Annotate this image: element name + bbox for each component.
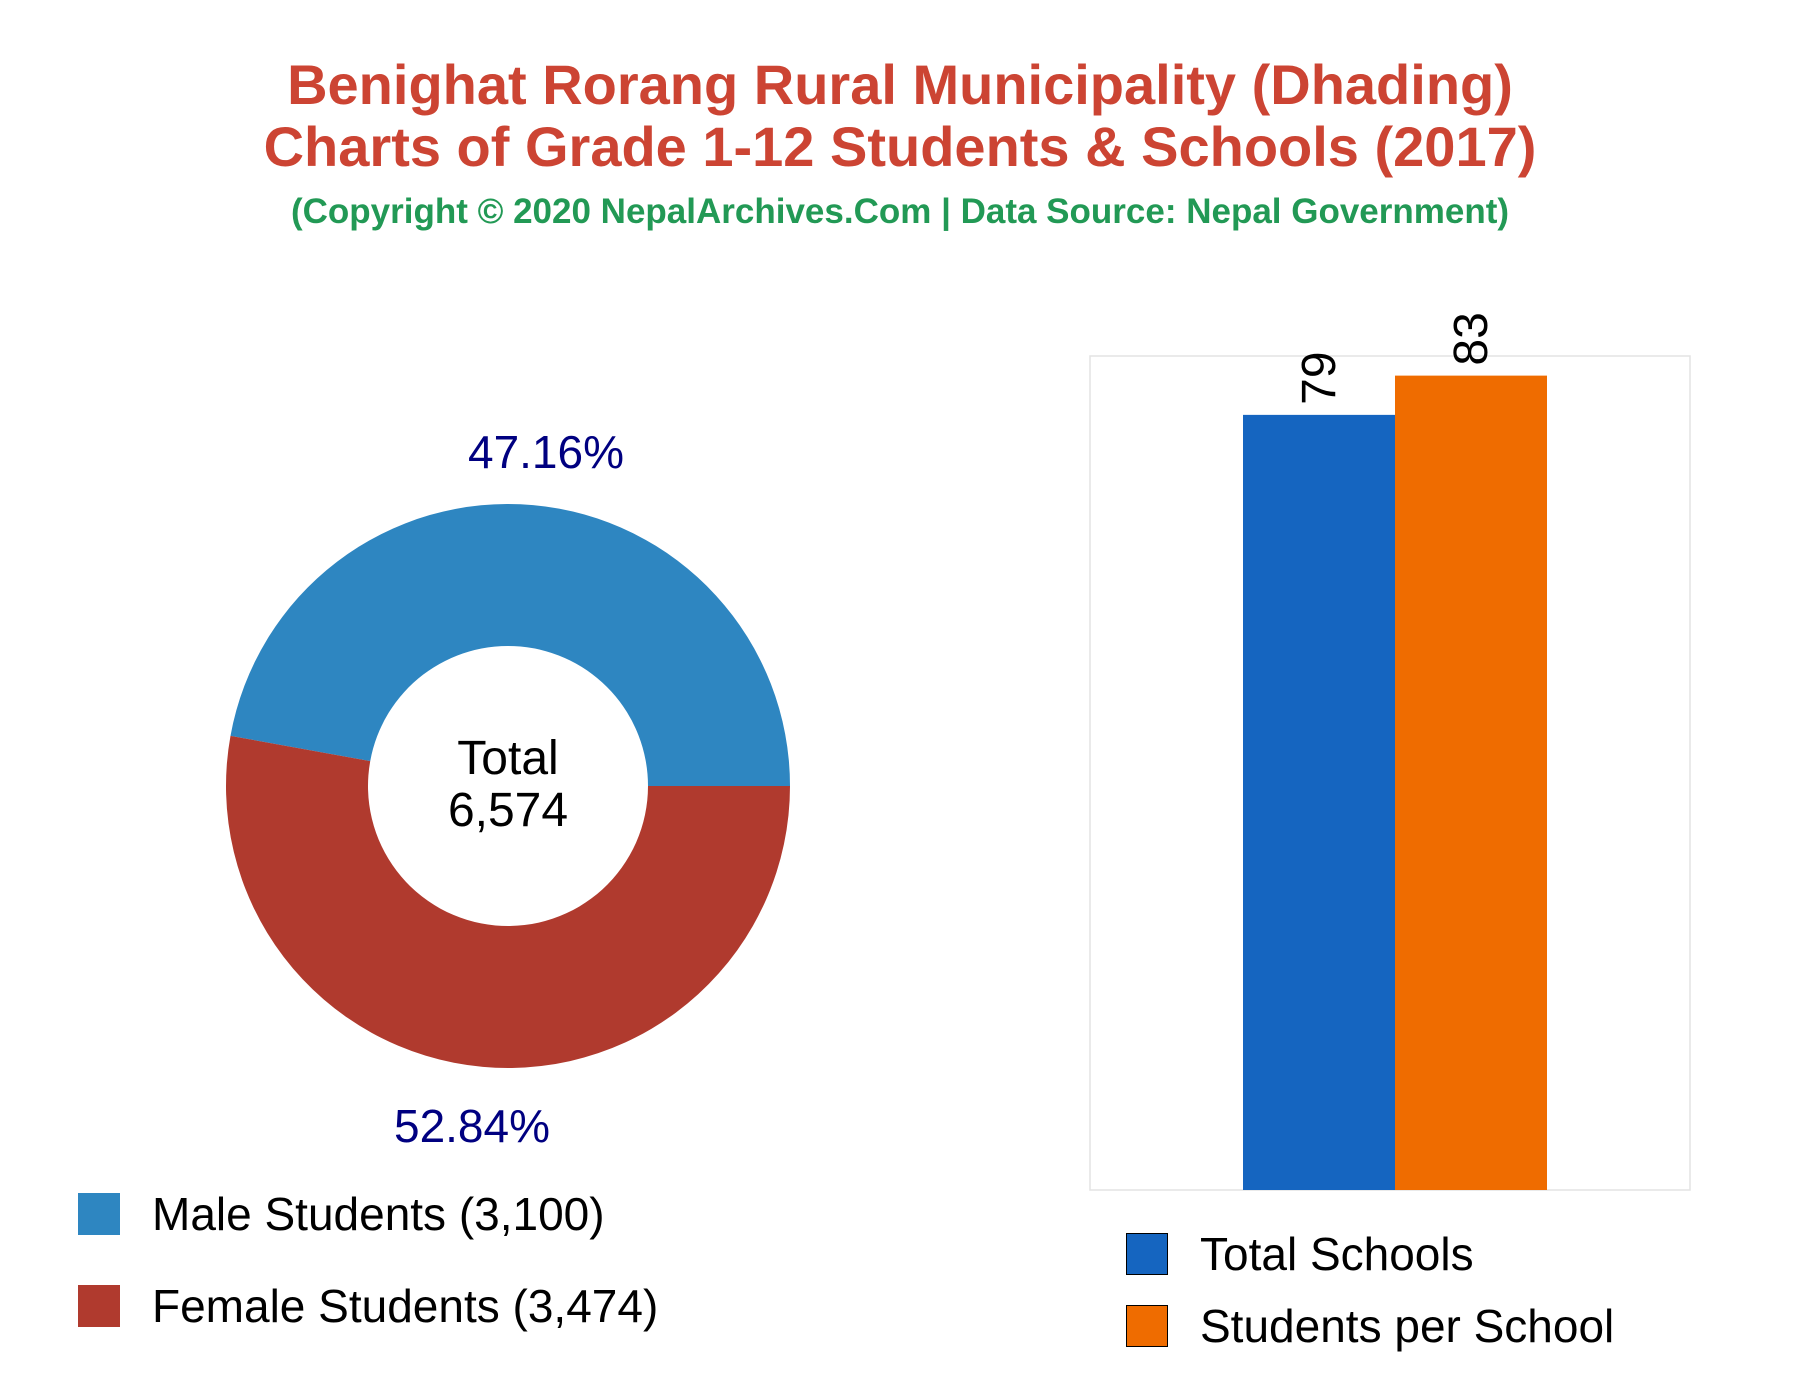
donut-label-male-percent: 47.16% (468, 426, 624, 478)
bar-value-label-total-schools: 79 (1293, 351, 1346, 404)
donut-slice-female (225, 735, 791, 1069)
donut-label-female-percent: 52.84% (394, 1100, 550, 1152)
legend-label-total-schools: Total Schools (1200, 1228, 1474, 1280)
chart-title-line-1: Benighat Rorang Rural Municipality (Dhad… (287, 53, 1513, 116)
legend-item-students-per-school: Students per School (1126, 1300, 1614, 1352)
bar-total-schools (1243, 414, 1395, 1190)
legend-label-female: Female Students (3,474) (152, 1280, 659, 1332)
donut-center-value: 6,574 (448, 784, 568, 837)
bar-chart: 79 83 (1089, 312, 1691, 1191)
chart-subtitle: (Copyright © 2020 NepalArchives.Com | Da… (290, 192, 1510, 231)
legend-item-male: Male Students (3,100) (78, 1188, 605, 1240)
legend-label-students-per-school: Students per School (1200, 1300, 1615, 1352)
chart-title-line-2: Charts of Grade 1-12 Students & Schools … (263, 115, 1537, 178)
legend-swatch-male (78, 1193, 120, 1235)
legend-swatch-total-schools (1126, 1233, 1168, 1275)
bar-students-per-school (1395, 375, 1547, 1190)
legend-item-total-schools: Total Schools (1126, 1228, 1474, 1280)
legend-swatch-students-per-school (1126, 1305, 1168, 1347)
legend-item-female: Female Students (3,474) (78, 1280, 658, 1332)
donut-center-label: Total (457, 732, 558, 785)
legend-swatch-female (78, 1285, 120, 1327)
legend-label-male: Male Students (3,100) (152, 1188, 605, 1240)
bar-value-label-students-per-school: 83 (1445, 312, 1498, 365)
donut-slice-male (230, 504, 790, 786)
